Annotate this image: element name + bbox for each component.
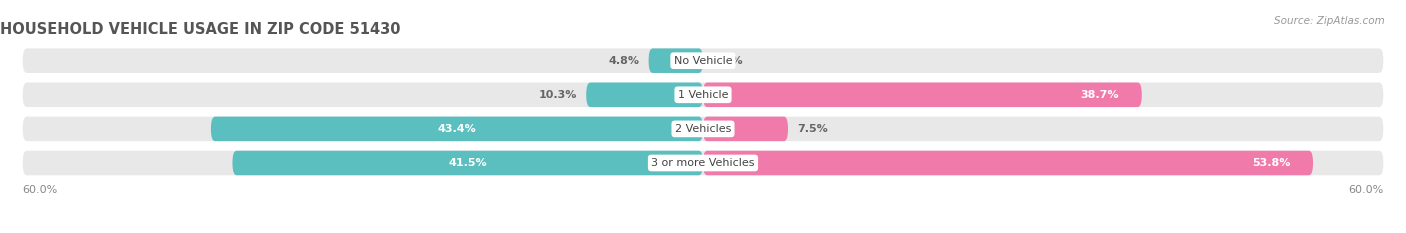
Text: No Vehicle: No Vehicle xyxy=(673,56,733,66)
FancyBboxPatch shape xyxy=(22,82,1384,107)
Text: 43.4%: 43.4% xyxy=(437,124,477,134)
FancyBboxPatch shape xyxy=(211,116,703,141)
Text: 2 Vehicles: 2 Vehicles xyxy=(675,124,731,134)
FancyBboxPatch shape xyxy=(586,82,703,107)
FancyBboxPatch shape xyxy=(22,48,1384,73)
Text: 7.5%: 7.5% xyxy=(797,124,828,134)
FancyBboxPatch shape xyxy=(232,151,703,175)
Text: 41.5%: 41.5% xyxy=(449,158,486,168)
Text: 1 Vehicle: 1 Vehicle xyxy=(678,90,728,100)
FancyBboxPatch shape xyxy=(703,82,1142,107)
FancyBboxPatch shape xyxy=(22,151,1384,175)
FancyBboxPatch shape xyxy=(22,116,1384,141)
Text: HOUSEHOLD VEHICLE USAGE IN ZIP CODE 51430: HOUSEHOLD VEHICLE USAGE IN ZIP CODE 5143… xyxy=(0,22,401,37)
Text: 3 or more Vehicles: 3 or more Vehicles xyxy=(651,158,755,168)
Text: 53.8%: 53.8% xyxy=(1251,158,1291,168)
FancyBboxPatch shape xyxy=(703,151,1313,175)
Legend: Owner-occupied, Renter-occupied: Owner-occupied, Renter-occupied xyxy=(581,230,825,233)
FancyBboxPatch shape xyxy=(703,116,787,141)
Text: 4.8%: 4.8% xyxy=(609,56,640,66)
Text: 38.7%: 38.7% xyxy=(1081,90,1119,100)
Text: Source: ZipAtlas.com: Source: ZipAtlas.com xyxy=(1274,16,1385,26)
Text: 0.0%: 0.0% xyxy=(711,56,742,66)
FancyBboxPatch shape xyxy=(648,48,703,73)
Text: 10.3%: 10.3% xyxy=(538,90,576,100)
